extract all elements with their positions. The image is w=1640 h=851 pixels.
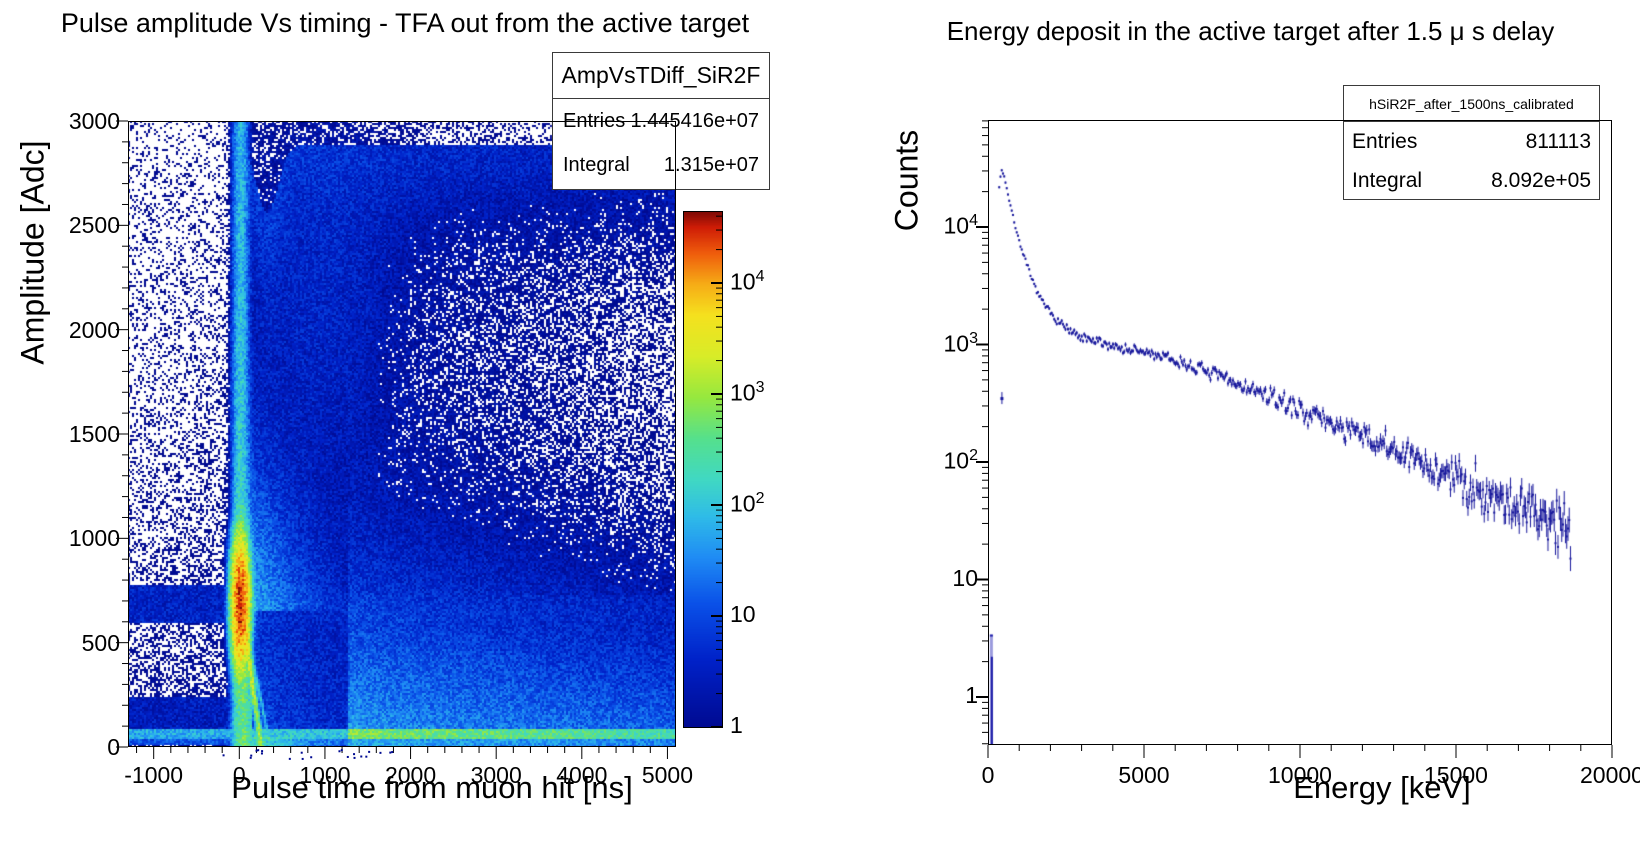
left-stats-integral-row: Integral 1.315e+07: [553, 143, 769, 187]
right-y-tick-label: 103: [943, 329, 979, 357]
left-chart-title: Pulse amplitude Vs timing - TFA out from…: [60, 8, 750, 38]
stray-data-dot: [353, 756, 356, 759]
right-stats-entries-value: 811113: [1525, 129, 1591, 153]
plot-frame: [988, 120, 1612, 745]
left-y-tick-label: 1500: [68, 421, 120, 447]
stray-data-dot: [368, 750, 371, 753]
stray-data-dot: [261, 750, 264, 753]
left-x-tick-label: 5000: [641, 762, 694, 788]
colorbar-tick-label: 104: [730, 268, 765, 295]
colorbar-tick-label: 1: [730, 712, 743, 738]
right-y-tick-label: 104: [943, 212, 979, 239]
stray-data-dot: [338, 750, 341, 753]
stray-data-dot: [255, 749, 258, 752]
plot-frame: [683, 211, 723, 728]
left-stats-entries-value: 1.445416e+07: [630, 109, 759, 132]
left-stats-entries-row: Entries 1.445416e+07: [553, 99, 769, 143]
right-stats-integral-value: 8.092e+05: [1491, 168, 1591, 192]
right-stats-title: hSiR2F_after_1500ns_calibrated: [1344, 86, 1599, 122]
stray-data-dot: [249, 756, 252, 759]
left-x-tick-label: 0: [232, 762, 246, 788]
right-x-tick-label: 10000: [1268, 762, 1332, 788]
right-x-axis-title: Energy [keV]: [1293, 770, 1471, 805]
stray-data-dot: [340, 749, 343, 752]
colorbar-tick-label: 10: [730, 601, 756, 627]
right-stats-entries-row: Entries 811113: [1344, 122, 1599, 161]
stray-data-dot: [260, 752, 263, 755]
left-x-tick-label: 3000: [470, 762, 522, 788]
left-stats-integral-label: Integral: [563, 153, 630, 176]
right-y-tick-label: 10: [952, 564, 978, 591]
right-y-tick-label: 102: [943, 447, 979, 474]
colorbar-tick-label: 102: [730, 490, 765, 517]
right-chart-title: Energy deposit in the active target afte…: [946, 16, 1555, 46]
right-y-tick-label: 1: [965, 682, 978, 708]
left-x-tick-label: 4000: [556, 762, 608, 788]
right-stats-box: hSiR2F_after_1500ns_calibrated Entries 8…: [1343, 85, 1600, 200]
left-y-tick-label: 500: [81, 629, 120, 656]
stray-data-dot: [360, 755, 363, 758]
right-x-tick-label: 20000: [1580, 762, 1640, 788]
right-stats-integral-label: Integral: [1352, 168, 1423, 192]
left-heatmap-plot-area: [128, 121, 676, 747]
left-y-tick-label: 2000: [68, 316, 120, 343]
stray-data-dot: [391, 751, 394, 754]
left-x-axis-title: Pulse time from muon hit [ns]: [231, 770, 633, 805]
stray-data-dot: [288, 757, 291, 760]
left-y-tick-label: 1000: [68, 525, 120, 552]
left-x-tick-label: 1000: [299, 762, 351, 788]
stray-data-dot: [310, 756, 313, 759]
left-y-tick-label: 3000: [68, 108, 120, 134]
stray-data-dot: [300, 751, 303, 754]
left-x-tick-label: -1000: [124, 762, 184, 788]
right-stats-entries-label: Entries: [1352, 129, 1418, 153]
stray-data-dot: [365, 755, 368, 758]
stray-data-dot: [346, 755, 349, 758]
right-x-tick-label: 15000: [1424, 762, 1488, 788]
left-y-tick-label: 0: [107, 734, 120, 760]
left-colorbar: [684, 212, 722, 727]
stray-data-dot: [222, 754, 225, 757]
colorbar-tick-label: 103: [730, 379, 765, 406]
left-stats-integral-value: 1.315e+07: [663, 153, 759, 176]
right-x-tick-label: 5000: [1118, 762, 1170, 788]
left-stats-entries-label: Entries: [563, 109, 626, 132]
stray-data-dot: [301, 757, 304, 760]
right-stats-integral-row: Integral 8.092e+05: [1344, 161, 1599, 200]
left-y-tick-label: 2500: [68, 212, 120, 239]
plot-frame: [128, 121, 676, 747]
stray-data-dot: [353, 753, 356, 756]
left-x-tick-label: 2000: [384, 762, 437, 788]
left-stats-title: AmpVsTDiff_SiR2F: [553, 53, 769, 99]
stray-data-dot: [250, 754, 253, 757]
stray-data-dot: [379, 751, 382, 754]
right-x-tick-label: 0: [981, 762, 995, 788]
stray-data-dot: [257, 749, 260, 752]
stray-data-dot: [389, 751, 392, 754]
right-histogram-plot-area: [988, 120, 1612, 745]
